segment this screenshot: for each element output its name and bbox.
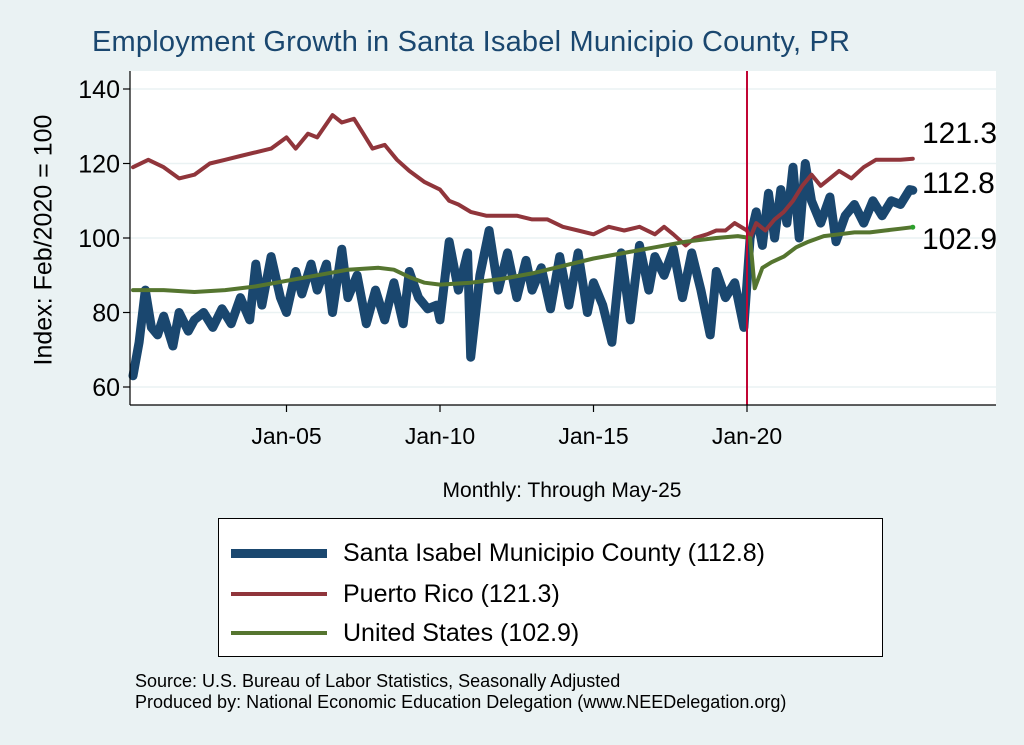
y-tick-label-100: 100 <box>78 225 120 253</box>
x-axis-label: Monthly: Through May-25 <box>442 479 682 502</box>
legend-swatch-united-states <box>231 631 327 635</box>
chart-title: Employment Growth in Santa Isabel Munici… <box>92 26 851 58</box>
y-tick-label-140: 140 <box>78 76 120 104</box>
legend-item-santa-isabel: Santa Isabel Municipio County (112.8) <box>231 533 765 573</box>
series-layer <box>128 113 918 381</box>
end-labels: 112.8 121.3 102.9 <box>922 117 997 256</box>
y-tick-label-60: 60 <box>92 374 120 402</box>
x-tick-label-Jan-15: Jan-15 <box>558 423 628 449</box>
x-tick-label-Jan-10: Jan-10 <box>405 423 475 449</box>
y-axis-label: Index: Feb/2020 = 100 <box>29 114 58 366</box>
y-tick-label-80: 80 <box>92 300 120 328</box>
legend: Santa Isabel Municipio County (112.8) Pu… <box>218 518 883 657</box>
y-tick-label-120: 120 <box>78 151 120 179</box>
end-label-santa-isabel-municipio-county: 112.8 <box>922 167 995 200</box>
x-tick-label-Jan-20: Jan-20 <box>712 423 782 449</box>
end-label-puerto-rico: 121.3 <box>922 117 997 150</box>
source-note: Source: U.S. Bureau of Labor Statistics,… <box>135 671 786 713</box>
gridlines <box>130 88 996 388</box>
x-tick-label-Jan-05: Jan-05 <box>251 423 321 449</box>
series-line-santa-isabel-municipio-county <box>128 159 918 381</box>
legend-swatch-santa-isabel <box>231 548 327 558</box>
series-line-puerto-rico <box>131 113 915 248</box>
source-line: Source: U.S. Bureau of Labor Statistics,… <box>135 671 621 691</box>
legend-item-puerto-rico: Puerto Rico (121.3) <box>231 574 560 614</box>
legend-swatch-puerto-rico <box>231 592 327 596</box>
legend-label-puerto-rico: Puerto Rico (121.3) <box>343 579 560 608</box>
legend-item-united-states: United States (102.9) <box>231 613 579 653</box>
series-end-marker-united-states <box>910 224 916 230</box>
axes: 60 80 100 120 140 Jan-05 Jan-10 Jan-15 Jan-20 <box>78 71 996 449</box>
legend-label-united-states: United States (102.9) <box>343 618 580 647</box>
legend-label-santa-isabel: Santa Isabel Municipio County (112.8) <box>343 538 765 567</box>
series-line-united-states <box>131 225 915 294</box>
end-label-united-states: 102.9 <box>922 223 997 256</box>
produced-by-line: Produced by: National Economic Education… <box>135 692 787 712</box>
